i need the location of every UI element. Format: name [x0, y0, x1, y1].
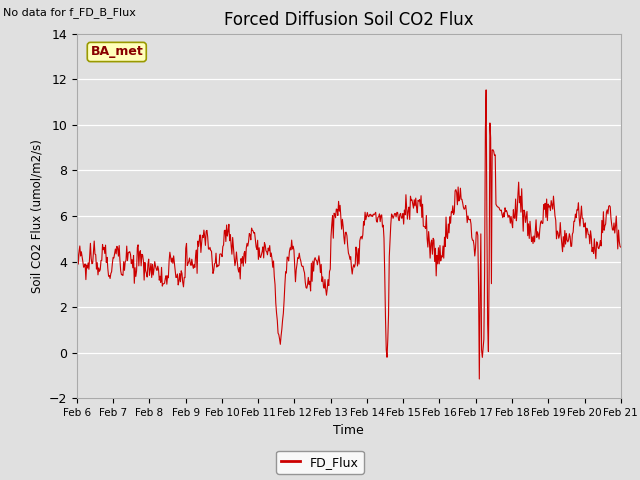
Legend: FD_Flux: FD_Flux [276, 451, 364, 474]
Y-axis label: Soil CO2 Flux (umol/m2/s): Soil CO2 Flux (umol/m2/s) [30, 139, 43, 293]
Title: Forced Diffusion Soil CO2 Flux: Forced Diffusion Soil CO2 Flux [224, 11, 474, 29]
Text: No data for f_FD_B_Flux: No data for f_FD_B_Flux [3, 7, 136, 18]
Text: BA_met: BA_met [90, 46, 143, 59]
X-axis label: Time: Time [333, 424, 364, 437]
